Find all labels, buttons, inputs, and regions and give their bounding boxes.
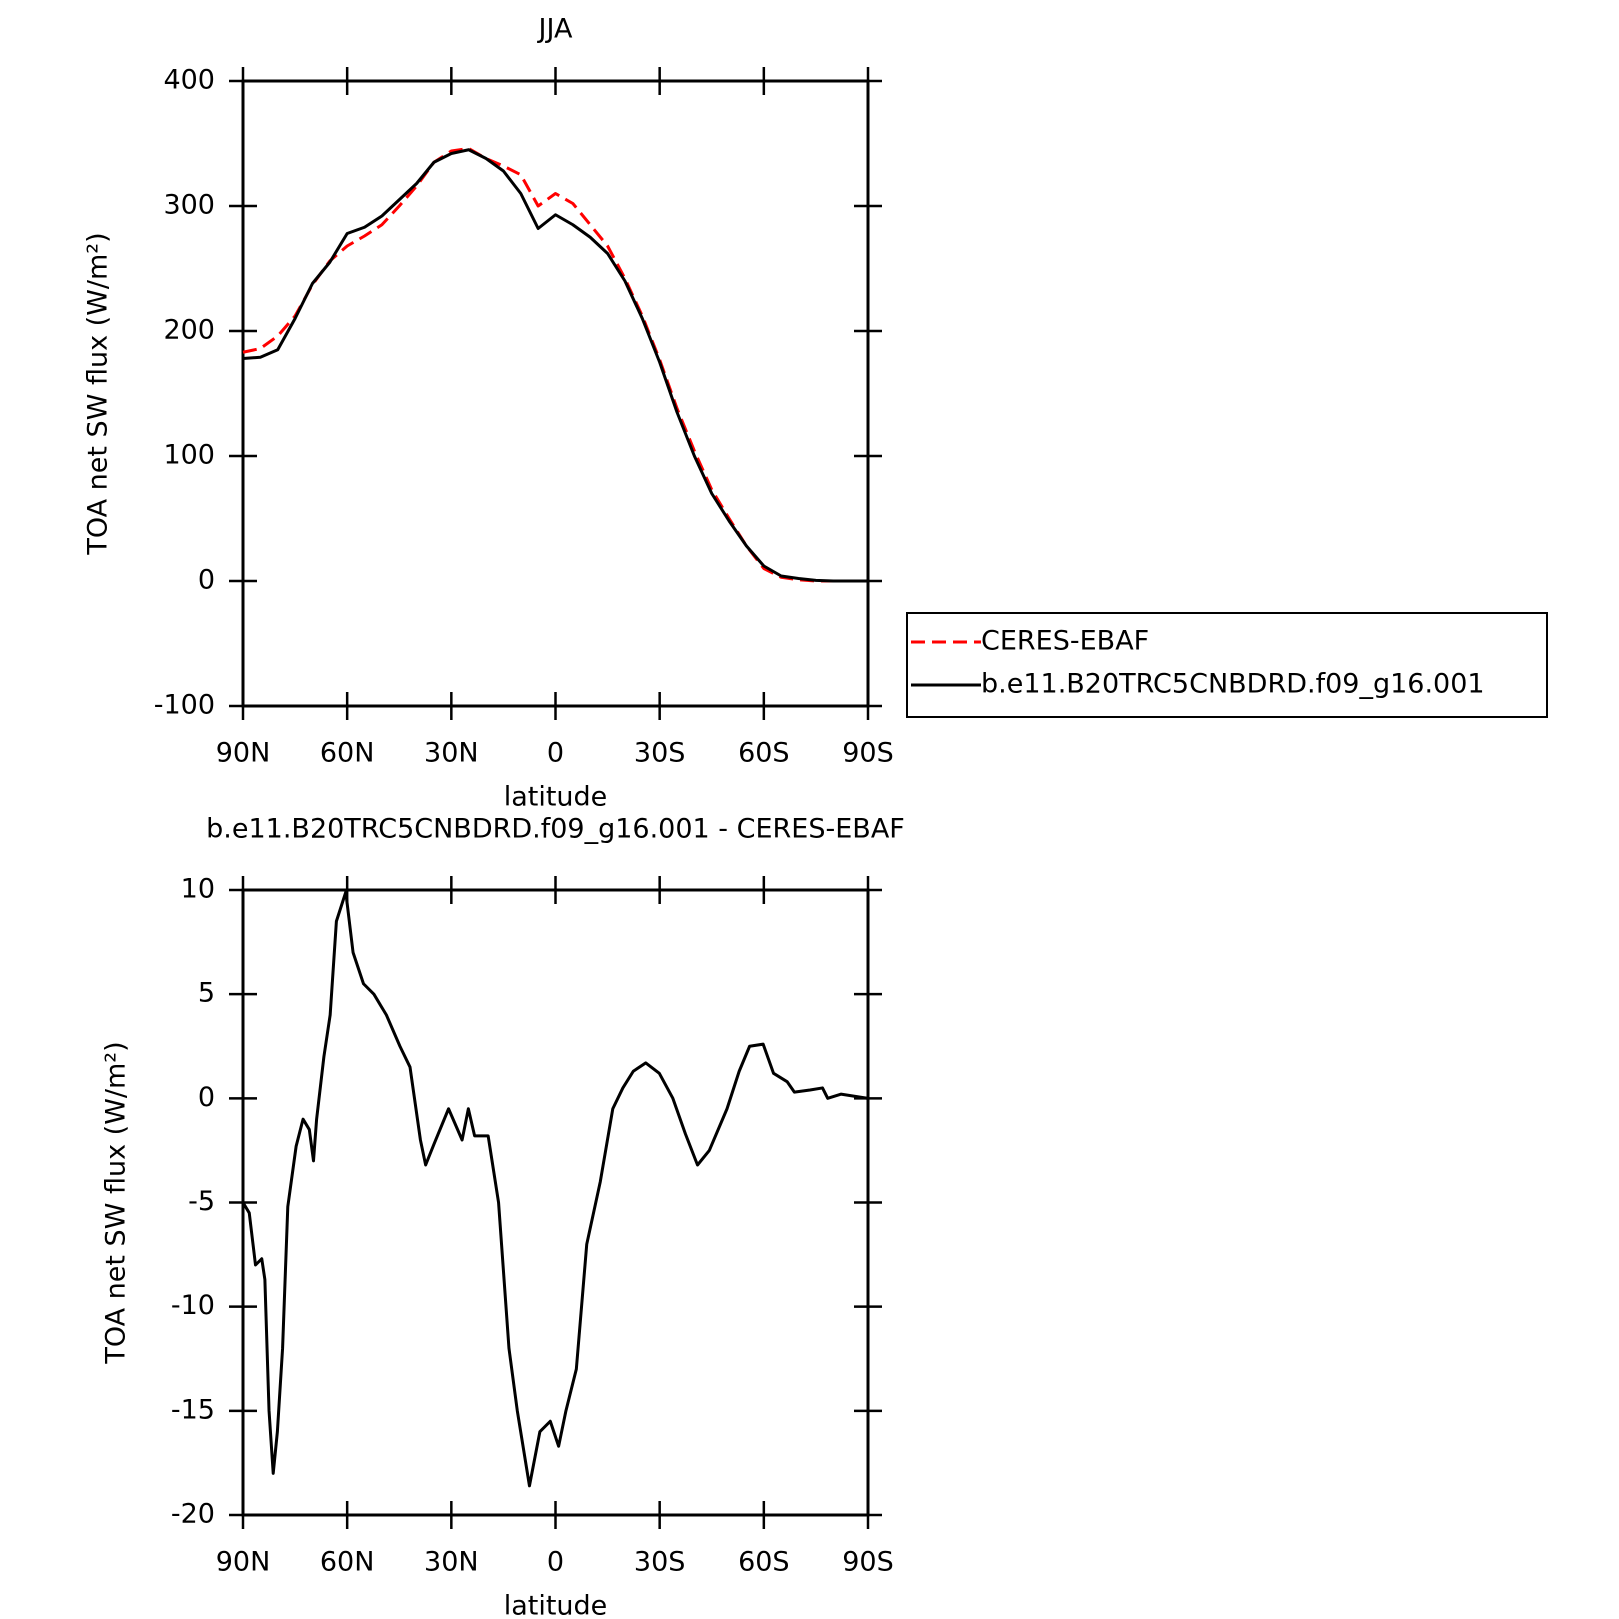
chart-title: b.e11.B20TRC5CNBDRD.f09_g16.001 - CERES-… [206, 814, 905, 845]
y-tick-label: 0 [198, 565, 215, 596]
y-tick-label: 5 [198, 978, 215, 1009]
x-tick-label: 30S [634, 1547, 686, 1578]
x-axis-label: latitude [504, 1591, 608, 1619]
legend-box [906, 612, 1548, 718]
y-tick-label: -100 [154, 690, 215, 721]
data-line [241, 890, 869, 1488]
x-tick-label: 0 [547, 1547, 564, 1578]
plot-frame [241, 888, 870, 1517]
x-tick-label: 60S [738, 1547, 790, 1578]
chart-title: JJA [537, 14, 573, 45]
y-axis-label: TOA net SW flux (W/m²) [83, 232, 114, 555]
y-tick-label: 0 [198, 1082, 215, 1113]
x-tick-label: 0 [547, 738, 564, 769]
legend-label: CERES-EBAF [981, 626, 1149, 657]
x-tick-label: 90S [842, 1547, 894, 1578]
y-tick-label: 10 [181, 874, 215, 905]
y-tick-label: 300 [163, 190, 215, 221]
x-tick-label: 30N [424, 738, 479, 769]
plot-frame [241, 79, 870, 708]
x-tick-label: 60S [738, 738, 790, 769]
y-axis-label: TOA net SW flux (W/m²) [101, 1041, 132, 1364]
x-tick-label: 60N [320, 1547, 375, 1578]
data-line [242, 148, 868, 583]
x-tick-label: 90N [216, 1547, 271, 1578]
x-tick-label: 90N [216, 738, 271, 769]
y-tick-label: -10 [171, 1290, 215, 1321]
x-tick-label: 30N [424, 1547, 479, 1578]
y-tick-label: -20 [171, 1499, 215, 1530]
x-tick-label: 60N [320, 738, 375, 769]
x-tick-label: 90S [842, 738, 894, 769]
y-tick-label: -5 [188, 1186, 215, 1217]
y-tick-label: 100 [163, 440, 215, 471]
data-line [242, 147, 868, 583]
x-tick-label: 30S [634, 738, 686, 769]
y-tick-label: 200 [163, 315, 215, 346]
y-tick-label: 400 [163, 65, 215, 96]
y-tick-label: -15 [171, 1394, 215, 1425]
legend-label: b.e11.B20TRC5CNBDRD.f09_g16.001 [981, 669, 1485, 700]
x-axis-label: latitude [504, 782, 608, 813]
